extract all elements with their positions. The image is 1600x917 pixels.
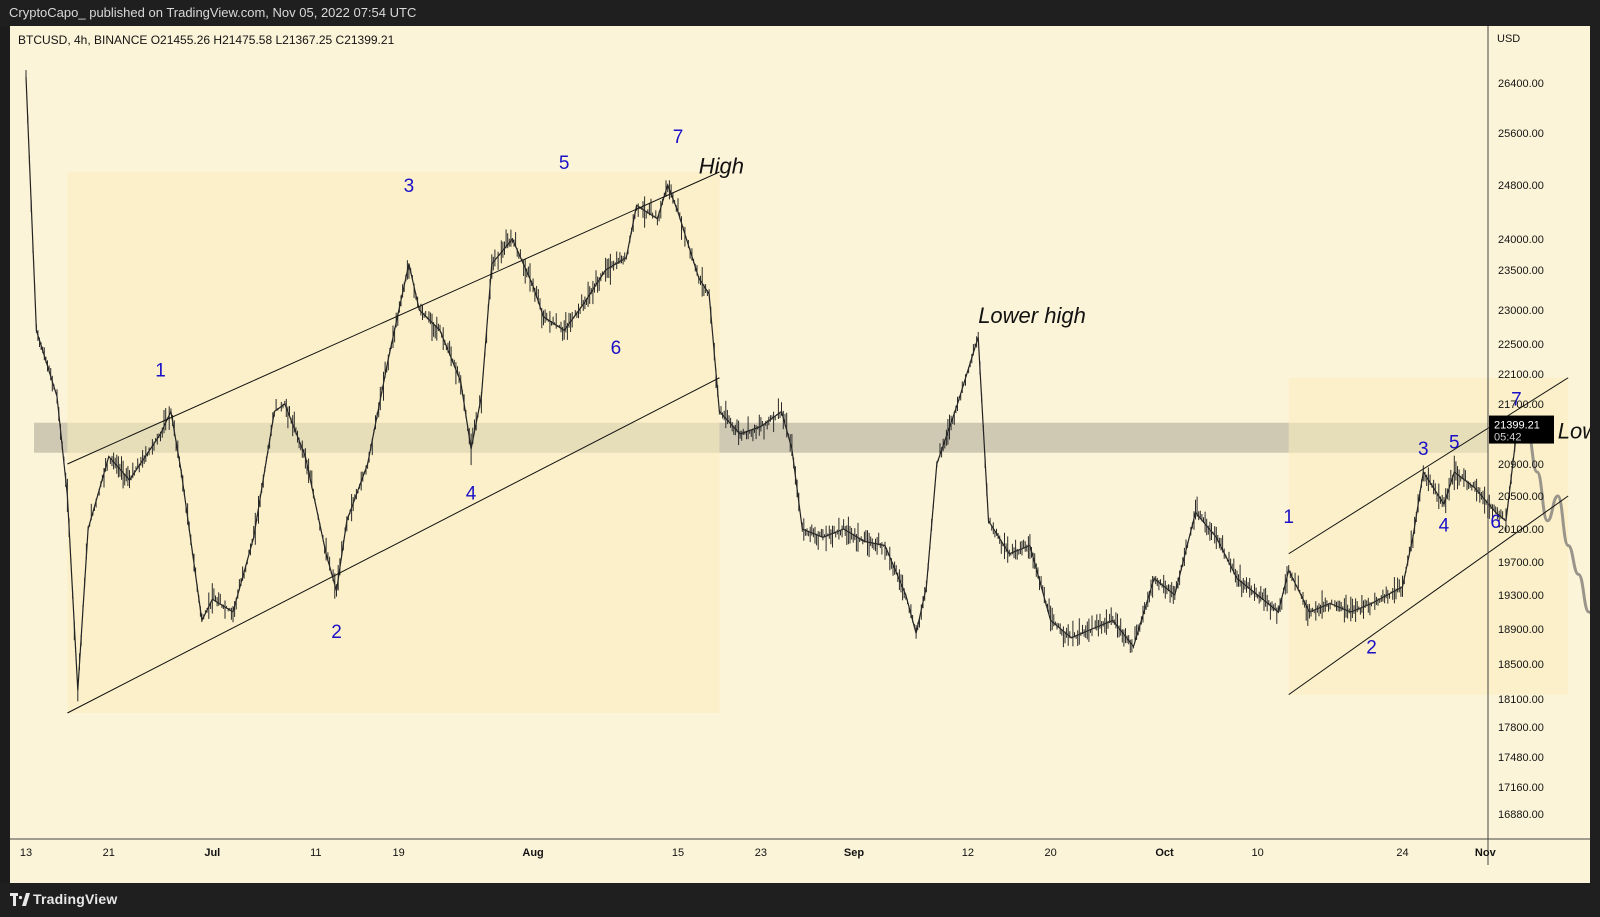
y-tick-label: 23500.00 <box>1498 265 1544 277</box>
wave-label-7: 7 <box>673 127 684 148</box>
y-tick-label: 17480.00 <box>1498 752 1544 764</box>
channel-2-upper-line[interactable] <box>1288 377 1569 555</box>
y-tick-label: 17800.00 <box>1498 722 1544 734</box>
y-tick-label: 25600.00 <box>1498 128 1544 140</box>
x-tick-label: 10 <box>1251 847 1263 859</box>
annotation-text: Lower high <box>1558 419 1590 444</box>
brand-name: TradingView <box>33 891 118 907</box>
x-tick-label: 23 <box>755 847 767 859</box>
x-tick-label: Nov <box>1475 847 1497 859</box>
x-tick-label: 21 <box>103 847 115 859</box>
publisher-line: CryptoCapo_ published on TradingView.com… <box>9 5 417 20</box>
channel-1-upper-line[interactable] <box>67 171 720 465</box>
y-tick-label: 22100.00 <box>1498 369 1544 381</box>
wave-label-1: 1 <box>155 360 166 381</box>
y-tick-label: 26400.00 <box>1498 78 1544 90</box>
tradingview-logo-icon <box>10 893 30 906</box>
y-tick-label: 18900.00 <box>1498 624 1544 636</box>
wave-label-4: 4 <box>1439 515 1450 536</box>
x-tick-label: 13 <box>20 847 32 859</box>
y-tick-label: 24000.00 <box>1498 234 1544 246</box>
wave-label-6: 6 <box>611 338 622 359</box>
x-tick-label: Oct <box>1155 847 1174 859</box>
wave-label-5: 5 <box>559 153 570 174</box>
x-tick-label: Aug <box>522 847 543 859</box>
price-tag <box>1489 415 1554 444</box>
projected-path[interactable] <box>1525 425 1590 822</box>
x-tick-label: 15 <box>672 847 684 859</box>
x-tick-label: Sep <box>844 847 864 859</box>
wave-label-1: 1 <box>1283 507 1294 528</box>
right-edge-strip <box>1590 26 1600 883</box>
y-tick-label: 20100.00 <box>1498 524 1544 536</box>
price-tag-value: 21399.21 <box>1494 420 1540 432</box>
wave-label-2: 2 <box>331 622 342 643</box>
y-tick-label: 20900.00 <box>1498 459 1544 471</box>
y-tick-label: 21700.00 <box>1498 399 1544 411</box>
y-tick-label: 18500.00 <box>1498 659 1544 671</box>
x-tick-label: 11 <box>310 847 321 859</box>
x-tick-label: Jul <box>204 847 220 859</box>
channel-region-1 <box>67 172 720 713</box>
wave-label-7: 7 <box>1511 390 1522 411</box>
publisher-bar: CryptoCapo_ published on TradingView.com… <box>0 0 1600 26</box>
y-tick-label: 18100.00 <box>1498 694 1544 706</box>
wave-label-5: 5 <box>1449 432 1460 453</box>
wave-label-4: 4 <box>466 483 477 504</box>
x-tick-label: 19 <box>392 847 404 859</box>
x-tick-label: 20 <box>1044 847 1056 859</box>
y-tick-label: 19700.00 <box>1498 557 1544 569</box>
channel-2-lower-line[interactable] <box>1288 495 1569 696</box>
wave-label-3: 3 <box>1418 439 1429 460</box>
channel-1-lower-line[interactable] <box>67 377 720 714</box>
y-tick-label: 23000.00 <box>1498 305 1544 317</box>
price-tag-countdown: 05:42 <box>1494 432 1522 444</box>
y-tick-label: 16880.00 <box>1498 809 1544 821</box>
currency-label: USD <box>1497 33 1520 45</box>
symbol-info: BTCUSD, 4h, BINANCE O21455.26 H21475.58 … <box>18 33 395 47</box>
y-tick-label: 17160.00 <box>1498 782 1544 794</box>
wave-label-6: 6 <box>1490 512 1501 533</box>
y-tick-label: 20500.00 <box>1498 491 1544 503</box>
wave-label-2: 2 <box>1366 638 1377 659</box>
y-tick-label: 24800.00 <box>1498 180 1544 192</box>
brand-bar: TradingView <box>0 883 1600 917</box>
y-tick-label: 22500.00 <box>1498 339 1544 351</box>
x-tick-label: 12 <box>962 847 974 859</box>
annotation-text: Lower high <box>978 303 1086 328</box>
wave-label-3: 3 <box>404 176 415 197</box>
y-tick-label: 19300.00 <box>1498 590 1544 602</box>
x-tick-label: 24 <box>1396 847 1408 859</box>
annotation-text: High <box>699 153 744 178</box>
